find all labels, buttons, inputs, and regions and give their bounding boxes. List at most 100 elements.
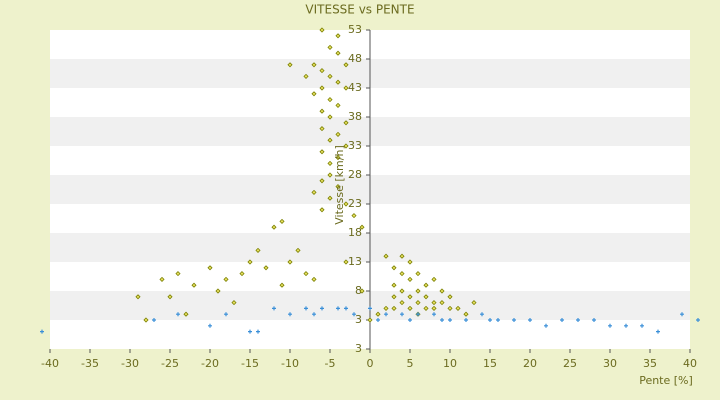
point — [288, 312, 292, 317]
point — [207, 265, 213, 271]
point — [496, 318, 500, 322]
point — [336, 306, 340, 311]
point — [399, 288, 405, 294]
point — [407, 259, 413, 265]
point — [367, 317, 373, 323]
point — [423, 282, 429, 288]
point — [327, 160, 333, 166]
point — [423, 305, 429, 311]
point — [407, 276, 413, 282]
point — [231, 300, 237, 306]
point — [480, 312, 484, 317]
point — [431, 305, 437, 311]
point — [311, 62, 317, 68]
point — [143, 317, 149, 323]
point — [432, 312, 436, 317]
point — [255, 247, 261, 253]
point — [447, 305, 453, 311]
point — [431, 300, 437, 306]
point — [415, 271, 421, 277]
point — [327, 44, 333, 50]
x-tick-label: 0 — [367, 357, 374, 370]
point — [375, 311, 381, 317]
point — [224, 312, 228, 317]
point — [327, 195, 333, 201]
point — [335, 33, 341, 39]
point — [319, 85, 325, 91]
point — [279, 218, 285, 224]
point — [335, 50, 341, 56]
point — [327, 97, 333, 103]
point — [399, 253, 405, 259]
point — [544, 323, 548, 328]
point — [528, 318, 532, 322]
x-axis-label: Pente [%] — [639, 374, 693, 387]
point — [383, 253, 389, 259]
x-tick-label: 20 — [523, 357, 537, 370]
point — [343, 120, 349, 126]
point — [304, 306, 308, 311]
point — [439, 300, 445, 306]
point — [415, 288, 421, 294]
point — [327, 73, 333, 79]
point — [247, 259, 253, 265]
point — [560, 318, 564, 322]
point — [320, 306, 324, 311]
point — [335, 131, 341, 137]
point — [415, 300, 421, 306]
x-tick-label: 40 — [683, 357, 697, 370]
x-tick-label: -15 — [241, 357, 259, 370]
point — [159, 276, 165, 282]
point — [399, 300, 405, 306]
point — [208, 323, 212, 328]
point — [343, 143, 349, 149]
point — [351, 213, 357, 219]
y-tick-label: 8 — [355, 284, 362, 297]
point — [696, 318, 700, 322]
point — [680, 312, 684, 317]
point — [344, 306, 348, 311]
x-tick-label: -30 — [121, 357, 139, 370]
point — [152, 318, 156, 322]
point — [319, 126, 325, 132]
y-tick-label: 53 — [348, 23, 362, 36]
point — [447, 294, 453, 300]
point — [256, 329, 260, 334]
x-tick-label: 30 — [603, 357, 617, 370]
point — [335, 184, 341, 190]
y-tick-label: 48 — [348, 52, 362, 65]
point — [464, 318, 468, 322]
point — [239, 271, 245, 277]
point — [343, 201, 349, 207]
point — [640, 323, 644, 328]
point — [407, 294, 413, 300]
point — [175, 271, 181, 277]
point — [183, 311, 189, 317]
point — [279, 282, 285, 288]
point — [303, 73, 309, 79]
point — [608, 323, 612, 328]
point — [176, 312, 180, 317]
point — [352, 312, 356, 317]
point — [423, 294, 429, 300]
y-tick-label: 13 — [348, 255, 362, 268]
point — [312, 312, 316, 317]
point — [335, 155, 341, 161]
point — [311, 189, 317, 195]
point — [303, 271, 309, 277]
y-tick-label: 38 — [348, 110, 362, 123]
y-tick-label: 3 — [355, 313, 362, 326]
point — [272, 306, 276, 311]
point — [440, 318, 444, 322]
point — [391, 282, 397, 288]
point — [327, 172, 333, 178]
y-tick-label: 43 — [348, 81, 362, 94]
point — [319, 149, 325, 155]
point — [327, 114, 333, 120]
point — [311, 276, 317, 282]
x-tick-label: 10 — [443, 357, 457, 370]
point — [391, 294, 397, 300]
point — [391, 305, 397, 311]
point — [439, 288, 445, 294]
